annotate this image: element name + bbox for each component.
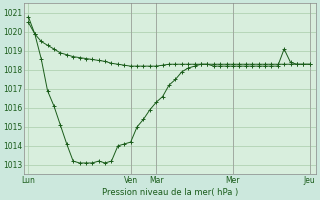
X-axis label: Pression niveau de la mer( hPa ): Pression niveau de la mer( hPa )	[102, 188, 238, 197]
